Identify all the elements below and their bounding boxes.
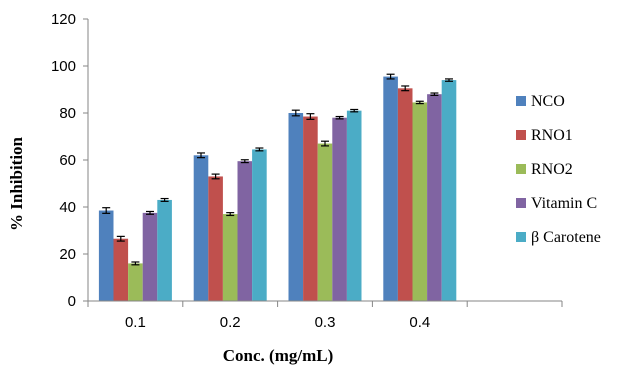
error-bar bbox=[197, 152, 205, 159]
error-bar bbox=[160, 197, 169, 202]
plot-area bbox=[98, 73, 457, 302]
x-tick-label: 0.3 bbox=[315, 314, 336, 331]
legend: NCO RNO1 RNO2 Vitamin C β Carotene bbox=[516, 93, 601, 246]
x-tick-label: 0.1 bbox=[125, 314, 146, 331]
bar-rno1-0.2 bbox=[208, 176, 223, 301]
bar-vitamin-c-0.3 bbox=[332, 117, 347, 301]
bar-vitamin-c-0.2 bbox=[237, 161, 253, 301]
y-tick-label: 80 bbox=[59, 105, 76, 122]
error-bar bbox=[131, 261, 140, 266]
legend-swatch bbox=[516, 164, 526, 174]
error-bar bbox=[240, 159, 249, 164]
bar--carotene-0.4 bbox=[441, 80, 457, 301]
y-tick-label: 20 bbox=[59, 246, 76, 263]
legend-label: RNO1 bbox=[531, 127, 573, 144]
bar-rno2-0.4 bbox=[412, 102, 428, 301]
error-bar bbox=[306, 113, 315, 120]
error-bar bbox=[255, 147, 264, 152]
bar-rno2-0.3 bbox=[317, 143, 333, 301]
y-tick-label: 60 bbox=[59, 152, 76, 169]
x-axis: 0.1 0.2 0.3 0.4 bbox=[87, 300, 563, 331]
error-bar bbox=[430, 92, 439, 96]
bar-rno2-0.2 bbox=[222, 214, 238, 301]
bar-rno2-0.1 bbox=[128, 263, 143, 301]
legend-swatch bbox=[516, 198, 526, 208]
y-tick-label: 0 bbox=[68, 293, 76, 310]
bar--carotene-0.3 bbox=[346, 110, 362, 302]
bar-nco-0.1 bbox=[98, 210, 114, 301]
x-tick-label: 0.2 bbox=[220, 314, 241, 331]
legend-swatch bbox=[516, 96, 526, 106]
error-bar bbox=[321, 140, 329, 147]
error-bar bbox=[335, 115, 344, 120]
legend-label: β Carotene bbox=[531, 229, 601, 246]
error-bar bbox=[291, 109, 300, 117]
error-bar bbox=[445, 78, 453, 82]
legend-label: RNO2 bbox=[531, 161, 573, 178]
legend-label: Vitamin C bbox=[531, 195, 597, 212]
x-tick-label: 0.4 bbox=[409, 314, 430, 331]
y-tick-label: 100 bbox=[51, 58, 76, 75]
x-axis-title: Conc. (mg/mL) bbox=[223, 346, 333, 365]
bar-rno1-0.4 bbox=[397, 88, 413, 301]
y-tick-label: 120 bbox=[51, 11, 76, 28]
legend-swatch bbox=[516, 130, 526, 140]
y-axis-title: % Inhibition bbox=[7, 136, 26, 231]
error-bar bbox=[226, 212, 235, 217]
bar-rno1-0.3 bbox=[303, 116, 318, 302]
error-bar bbox=[116, 235, 125, 242]
bar-rno1-0.1 bbox=[113, 238, 129, 301]
error-bar bbox=[102, 207, 111, 214]
y-axis: 0 20 40 60 80 100 120 bbox=[51, 11, 89, 310]
bar-nco-0.4 bbox=[383, 76, 398, 301]
bar--carotene-0.2 bbox=[252, 149, 267, 301]
error-bar bbox=[350, 108, 359, 113]
bar--carotene-0.1 bbox=[157, 199, 172, 301]
error-bar bbox=[401, 85, 410, 92]
bar-vitamin-c-0.4 bbox=[427, 94, 442, 301]
bar-nco-0.2 bbox=[193, 155, 209, 301]
bar-nco-0.3 bbox=[288, 113, 304, 301]
legend-swatch bbox=[516, 232, 526, 242]
error-bar bbox=[146, 210, 154, 215]
error-bar bbox=[386, 73, 395, 80]
error-bar bbox=[415, 100, 424, 105]
error-bar bbox=[211, 173, 220, 180]
bar-vitamin-c-0.1 bbox=[142, 212, 158, 301]
y-tick-label: 40 bbox=[59, 199, 76, 216]
legend-label: NCO bbox=[531, 93, 565, 110]
